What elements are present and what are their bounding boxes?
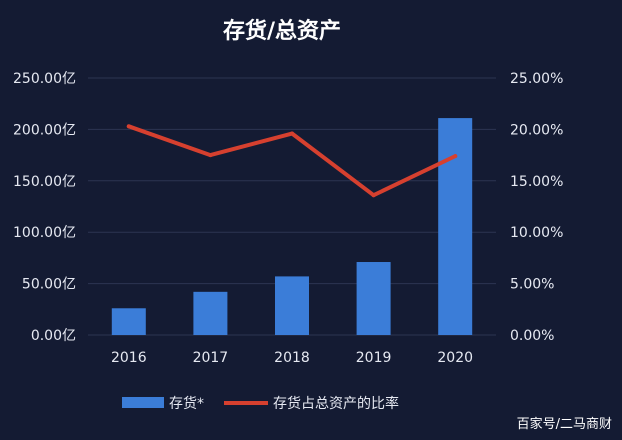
left-tick-label: 0.00亿 <box>31 328 76 344</box>
chart-title: 存货/总资产 <box>223 18 341 44</box>
left-tick-label: 50.00亿 <box>22 277 76 293</box>
line-series <box>126 124 458 198</box>
right-tick-label: 10.00% <box>510 225 563 241</box>
legend-bar-label: 存货* <box>169 395 204 412</box>
x-tick-label: 2020 <box>437 350 473 366</box>
legend-line-label: 存货占总资产的比率 <box>273 395 399 412</box>
line-point <box>290 131 294 136</box>
legend: 存货* 存货占总资产的比率 <box>122 395 399 412</box>
right-tick-label: 25.00% <box>510 71 563 87</box>
line-point <box>371 193 376 198</box>
line-point <box>453 154 458 159</box>
line-point <box>208 153 213 158</box>
left-tick-label: 100.00亿 <box>13 225 76 241</box>
line-point <box>126 124 131 129</box>
right-tick-label: 0.00% <box>510 328 554 344</box>
x-tick-label: 2018 <box>274 350 310 366</box>
bar-series <box>111 118 473 335</box>
bar <box>193 291 228 335</box>
bar <box>275 276 309 335</box>
x-tick-label: 2017 <box>193 350 229 366</box>
right-tick-label: 5.00% <box>510 277 554 293</box>
x-tick-label: 2019 <box>356 350 392 366</box>
left-tick-label: 150.00亿 <box>13 174 76 190</box>
bar <box>356 262 391 335</box>
grid-lines <box>88 77 496 336</box>
left-axis-ticks: 0.00亿 50.00亿 100.00亿 150.00亿 200.00亿 250.00亿 <box>13 71 76 344</box>
right-axis-ticks: 0.00% 5.00% 10.00% 15.00% 20.00% 25.00% <box>510 71 563 344</box>
bar <box>438 118 473 335</box>
x-tick-label: 2016 <box>111 350 147 366</box>
right-tick-label: 20.00% <box>510 122 563 138</box>
left-tick-label: 200.00亿 <box>13 122 76 138</box>
legend-bar-swatch <box>122 397 164 408</box>
x-axis-ticks: 2016 2017 2018 2019 2020 <box>111 350 473 366</box>
bar <box>111 308 146 335</box>
ratio-line <box>126 124 458 198</box>
watermark: 百家号/二马商财 <box>517 416 612 432</box>
left-tick-label: 250.00亿 <box>13 71 76 87</box>
right-tick-label: 15.00% <box>510 174 563 190</box>
